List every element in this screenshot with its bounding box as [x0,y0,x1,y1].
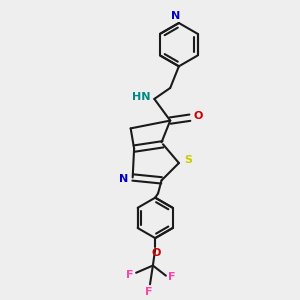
Text: O: O [151,248,160,257]
Text: F: F [126,270,134,280]
Text: F: F [145,287,152,297]
Text: N: N [119,174,129,184]
Text: F: F [169,272,176,282]
Text: N: N [171,11,181,21]
Text: S: S [184,155,192,165]
Text: HN: HN [132,92,151,103]
Text: O: O [193,111,203,121]
